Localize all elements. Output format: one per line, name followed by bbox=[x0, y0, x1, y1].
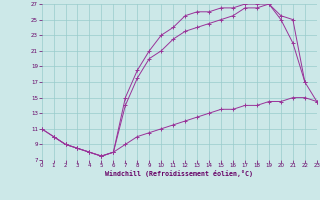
X-axis label: Windchill (Refroidissement éolien,°C): Windchill (Refroidissement éolien,°C) bbox=[105, 170, 253, 177]
